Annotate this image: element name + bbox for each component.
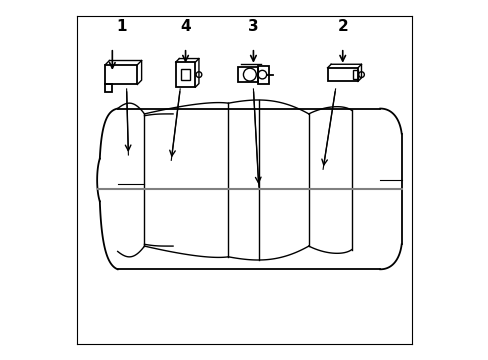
Text: 2: 2 xyxy=(337,19,347,34)
Text: 4: 4 xyxy=(180,19,190,34)
Text: 3: 3 xyxy=(247,19,258,34)
Text: 1: 1 xyxy=(116,19,126,34)
